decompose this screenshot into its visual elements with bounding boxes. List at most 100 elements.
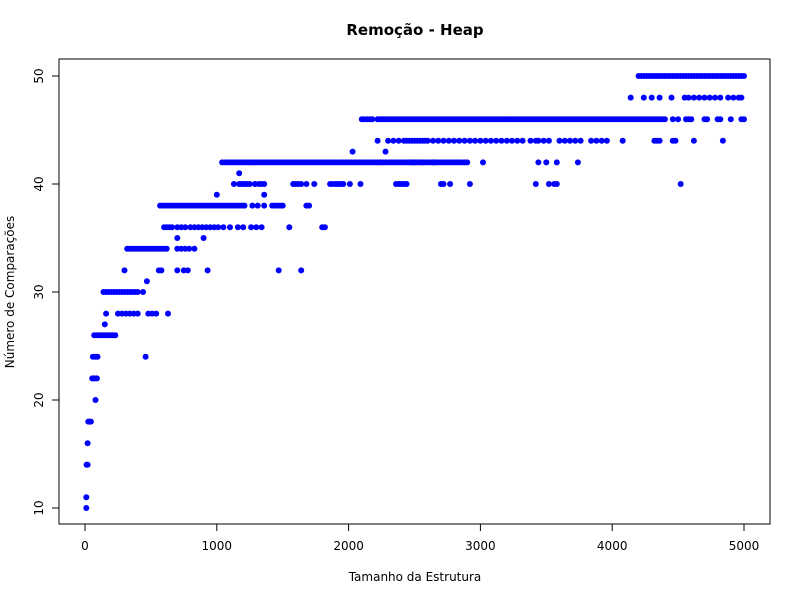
y-axis-label: Número de Comparações: [3, 216, 17, 369]
data-point: [134, 289, 141, 295]
data-point: [349, 148, 356, 155]
data-point: [395, 137, 402, 144]
data-point: [672, 137, 679, 144]
y-axis: 10 20 30 40 50: [32, 68, 60, 516]
data-point: [669, 116, 676, 123]
data-point: [390, 137, 397, 144]
data-point: [83, 505, 90, 511]
data-point: [447, 181, 454, 187]
data-point: [706, 94, 713, 101]
data-point: [451, 137, 457, 144]
data-point: [435, 137, 442, 144]
data-point: [240, 224, 247, 231]
data-point: [545, 181, 552, 187]
data-point: [727, 116, 734, 123]
data-point: [215, 224, 222, 231]
data-point: [84, 440, 91, 447]
data-point: [424, 137, 431, 144]
data-point: [142, 353, 149, 360]
data-point: [165, 310, 171, 317]
data-point: [200, 235, 207, 241]
data-point: [480, 159, 486, 166]
data-point: [730, 94, 737, 101]
data-point: [466, 181, 473, 187]
data-point: [220, 224, 227, 231]
data-point: [182, 224, 189, 231]
data-point: [532, 181, 539, 187]
data-point: [704, 116, 711, 123]
data-point: [561, 137, 568, 144]
data-point: [696, 94, 703, 101]
data-point: [261, 202, 268, 209]
data-point: [93, 375, 100, 382]
data-point: [509, 137, 515, 144]
data-point: [369, 116, 376, 123]
data-point: [346, 181, 353, 187]
data-point: [690, 94, 697, 101]
data-point: [640, 94, 647, 101]
data-point: [472, 137, 479, 144]
data-point: [440, 137, 447, 144]
data-point: [482, 137, 489, 144]
x-tick-label: 2000: [333, 539, 364, 553]
data-point: [385, 137, 392, 144]
data-point: [661, 116, 668, 123]
data-point: [741, 73, 747, 79]
data-point: [83, 494, 90, 501]
y-tick-label: 20: [32, 392, 46, 407]
data-point: [487, 137, 494, 144]
data-point: [553, 181, 560, 187]
data-point: [246, 181, 253, 187]
x-tick-label: 4000: [597, 539, 628, 553]
data-point: [306, 202, 313, 209]
data-point: [717, 94, 724, 101]
data-point: [258, 224, 265, 231]
data-point: [153, 310, 160, 317]
data-point: [445, 137, 452, 144]
data-point: [321, 224, 328, 231]
data-point: [593, 137, 600, 144]
plot-area-border: [58, 58, 771, 525]
data-point: [514, 137, 521, 144]
data-point: [303, 181, 310, 187]
data-point: [163, 245, 170, 252]
data-point: [134, 310, 141, 317]
data-point: [719, 137, 726, 144]
data-point: [261, 181, 268, 187]
data-point: [261, 191, 268, 198]
data-point: [545, 137, 552, 144]
data-point: [403, 181, 410, 187]
data-point: [298, 267, 305, 274]
data-point: [112, 332, 119, 339]
data-point: [588, 137, 595, 144]
data-point: [169, 224, 175, 231]
data-point: [572, 137, 579, 144]
data-point: [94, 353, 101, 360]
data-point: [577, 137, 584, 144]
data-point: [461, 137, 468, 144]
data-point: [619, 137, 626, 144]
data-point: [456, 137, 463, 144]
data-point: [464, 159, 471, 166]
data-point: [87, 418, 94, 425]
data-point: [411, 159, 418, 166]
y-tick-label: 30: [32, 284, 46, 299]
data-point: [298, 181, 305, 187]
data-point: [440, 181, 447, 187]
data-point: [717, 116, 724, 123]
data-point: [340, 181, 347, 187]
data-point: [234, 224, 241, 231]
data-point: [158, 267, 165, 274]
data-point: [477, 137, 484, 144]
data-point: [553, 159, 560, 166]
data-point: [174, 235, 181, 241]
chart-title: Remoção - Heap: [346, 21, 483, 39]
data-point: [230, 181, 237, 187]
data-point: [253, 224, 260, 231]
data-point: [254, 202, 261, 209]
data-point: [286, 224, 293, 231]
data-point: [92, 397, 99, 403]
data-point: [357, 181, 364, 187]
data-point: [656, 94, 663, 101]
